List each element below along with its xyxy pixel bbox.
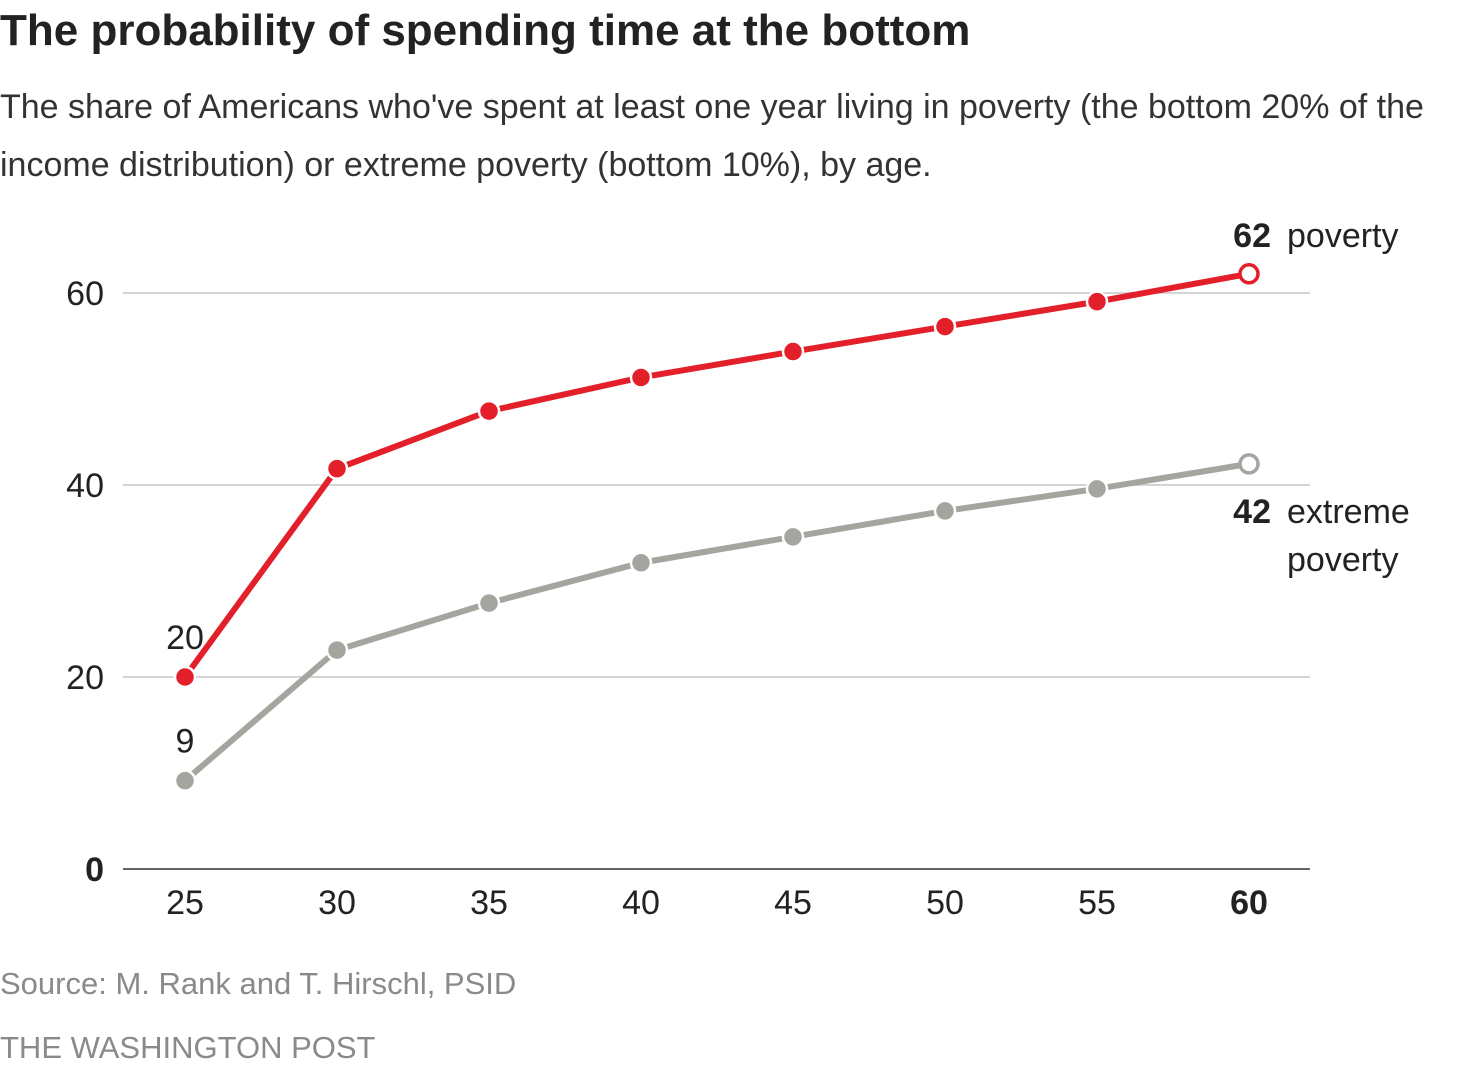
y-tick-label-20: 20 [66, 659, 104, 697]
series-label-extreme-poverty-line-1: extreme [1287, 493, 1410, 531]
x-tick-label-30: 30 [318, 884, 356, 922]
point-extreme-poverty-45 [781, 525, 805, 549]
y-tick-label-0: 0 [85, 851, 104, 889]
point-extreme-poverty-35 [477, 591, 501, 615]
point-extreme-poverty-50 [933, 499, 957, 523]
data-label-extreme-poverty-end-value: 42 [1233, 493, 1271, 531]
point-poverty-40 [629, 366, 653, 389]
series-line-poverty [182, 270, 1252, 680]
point-extreme-poverty-40 [629, 551, 653, 575]
series [173, 263, 1260, 792]
series-label-extreme-poverty-line-2: poverty [1287, 541, 1399, 579]
point-extreme-poverty-30 [325, 638, 349, 662]
x-tick-label-60: 60 [1230, 884, 1268, 922]
data-label-poverty-end-value: 62 [1233, 217, 1271, 255]
point-poverty-55 [1085, 290, 1109, 313]
chart-subtitle: The share of Americans who've spent at l… [0, 88, 1424, 184]
x-tick-label-55: 55 [1078, 884, 1116, 922]
point-poverty-30 [325, 457, 349, 480]
point-extreme-poverty-60 [1238, 453, 1260, 475]
data-label-poverty-start: 20 [166, 619, 204, 657]
x-tick-label-50: 50 [926, 884, 964, 922]
series-label-poverty: poverty [1287, 217, 1399, 255]
y-tick-label-60: 60 [66, 275, 104, 313]
point-extreme-poverty-25 [173, 769, 197, 792]
y-tick-label-40: 40 [66, 467, 104, 505]
publisher-credit: THE WASHINGTON POST [0, 1030, 376, 1065]
source-note: Source: M. Rank and T. Hirschl, PSID [0, 966, 517, 1001]
point-poverty-35 [477, 399, 501, 423]
x-tick-label-45: 45 [774, 884, 812, 922]
axes: 0 20 40 60 25 30 35 40 45 50 55 60 [66, 275, 1310, 922]
x-tick-label-35: 35 [470, 884, 508, 922]
x-tick-label-25: 25 [166, 884, 204, 922]
point-poverty-25 [173, 665, 197, 689]
point-poverty-50 [933, 315, 957, 338]
data-label-extreme-poverty-start: 9 [176, 723, 195, 761]
data-labels: 20 9 62 poverty 42 extreme poverty [166, 217, 1410, 761]
series-line-extreme-poverty [182, 460, 1252, 784]
point-extreme-poverty-55 [1085, 477, 1109, 501]
point-poverty-45 [781, 340, 805, 363]
point-poverty-60 [1238, 263, 1260, 285]
chart-title: The probability of spending time at the … [0, 6, 971, 55]
x-tick-label-40: 40 [622, 884, 660, 922]
